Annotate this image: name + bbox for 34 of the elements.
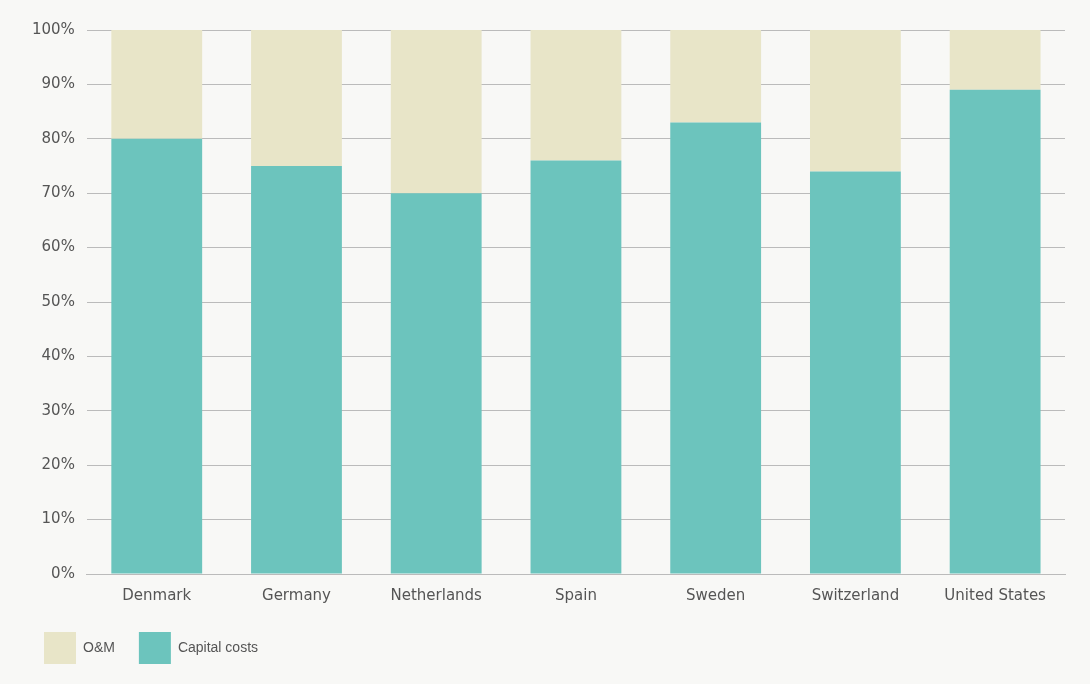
y-tick-label: 100% — [31, 19, 75, 38]
y-tick-label: 40% — [41, 346, 75, 365]
legend-label: Capital costs — [177, 638, 259, 655]
bar — [809, 171, 901, 574]
y-tick-label: 10% — [41, 509, 75, 528]
bar — [530, 160, 622, 574]
bar — [809, 30, 901, 172]
x-tick-label: Switzerland — [811, 585, 900, 604]
y-tick-label: 0% — [51, 563, 75, 582]
bar — [251, 166, 342, 574]
bar — [251, 30, 342, 166]
bar — [530, 30, 622, 161]
bar — [949, 89, 1041, 574]
bar — [390, 193, 482, 574]
x-tick-label: Spain — [554, 585, 597, 604]
y-tick-label: 90% — [41, 74, 75, 93]
x-tick-label: Germany — [262, 585, 332, 604]
x-tick-label: Netherlands — [390, 585, 483, 604]
x-tick-label: United States — [944, 585, 1047, 604]
x-tick-label: Denmark — [122, 585, 192, 604]
bar — [111, 30, 203, 139]
y-tick-label: 80% — [41, 128, 75, 147]
bar — [390, 30, 482, 194]
bar — [670, 30, 762, 123]
y-tick-label: 20% — [41, 455, 75, 474]
x-tick-label: Sweden — [686, 585, 746, 604]
y-tick-label: 70% — [41, 183, 75, 202]
y-tick-label: 60% — [41, 237, 75, 256]
bar — [111, 138, 203, 574]
legend-label: O&M — [83, 638, 115, 655]
y-tick-label: 50% — [41, 291, 75, 310]
bar — [670, 122, 762, 574]
bar — [949, 30, 1041, 90]
y-tick-label: 30% — [41, 400, 75, 419]
